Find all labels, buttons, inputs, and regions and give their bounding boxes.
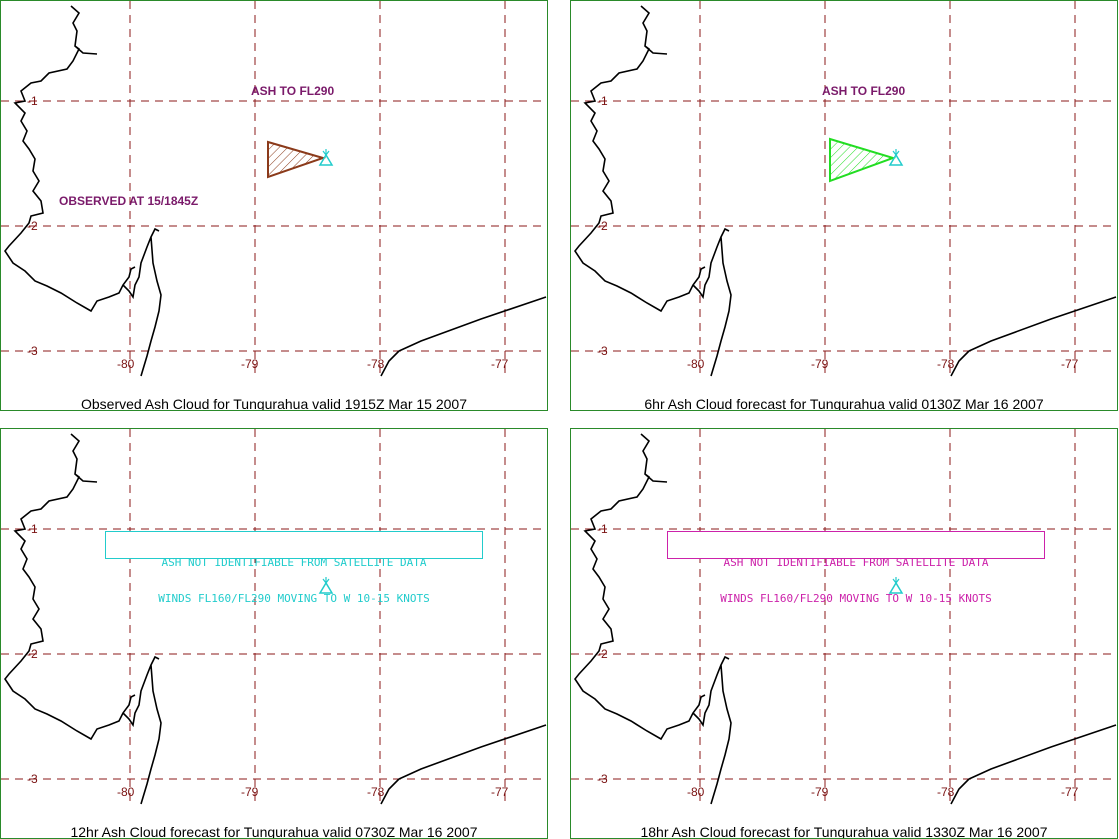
map-canvas xyxy=(571,1,1117,379)
longitude-tick-label: -78 xyxy=(937,785,955,799)
satellite-note-box: ASH NOT IDENTIFIABLE FROM SATELLITE DATA… xyxy=(667,531,1045,605)
panel-18hr-forecast: ASH NOT IDENTIFIABLE FROM SATELLITE DATA… xyxy=(570,428,1118,839)
longitude-tick-label: -80 xyxy=(687,785,705,799)
coastline xyxy=(950,296,1117,377)
ash-polygon xyxy=(829,137,897,183)
ash-polygon xyxy=(267,140,327,179)
note-line-2: WINDS FL160/FL290 MOVING TO W 10-15 KNOT… xyxy=(158,592,430,605)
longitude-tick-label: -77 xyxy=(491,785,509,799)
volcano-icon xyxy=(318,577,334,594)
coastline xyxy=(380,724,547,805)
coastline xyxy=(950,724,1117,805)
panel-caption: Observed Ash Cloud for Tungurahua valid … xyxy=(80,396,468,411)
satellite-note-box: ASH NOT IDENTIFIABLE FROM SATELLITE DATA… xyxy=(105,531,483,605)
map-canvas xyxy=(1,429,547,807)
latitude-tick-label: -3 xyxy=(597,772,608,786)
longitude-tick-label: -80 xyxy=(117,785,135,799)
map-canvas xyxy=(571,429,1117,807)
latitude-tick-label: -2 xyxy=(27,647,38,661)
latitude-tick-label: -2 xyxy=(597,647,608,661)
coastline xyxy=(4,5,162,377)
longitude-tick-label: -78 xyxy=(367,357,385,371)
latitude-tick-label: -1 xyxy=(597,94,608,108)
longitude-tick-label: -79 xyxy=(241,357,259,371)
latitude-tick-label: -1 xyxy=(27,94,38,108)
coastline xyxy=(4,433,162,805)
note-line-1: ASH NOT IDENTIFIABLE FROM SATELLITE DATA xyxy=(723,556,989,569)
note-line-1: ASH NOT IDENTIFIABLE FROM SATELLITE DATA xyxy=(161,556,427,569)
ash-level-label: ASH TO FL290 xyxy=(251,84,335,98)
longitude-tick-label: -78 xyxy=(367,785,385,799)
panel-caption: 12hr Ash Cloud forecast for Tungurahua v… xyxy=(70,824,478,839)
longitude-tick-label: -79 xyxy=(811,357,829,371)
latitude-tick-label: -2 xyxy=(597,219,608,233)
latitude-tick-label: -1 xyxy=(27,522,38,536)
longitude-tick-label: -78 xyxy=(937,357,955,371)
longitude-tick-label: -77 xyxy=(1061,785,1079,799)
note-line-2: WINDS FL160/FL290 MOVING TO W 10-15 KNOT… xyxy=(720,592,992,605)
latitude-tick-label: -3 xyxy=(27,344,38,358)
map-canvas xyxy=(1,1,547,379)
panel-caption: 6hr Ash Cloud forecast for Tungurahua va… xyxy=(644,396,1044,411)
coastline xyxy=(574,433,732,805)
latitude-tick-label: -1 xyxy=(597,522,608,536)
panel-6hr-forecast: ASH TO FL290 6hr Ash Cloud forecast for … xyxy=(570,0,1118,411)
ash-level-label: ASH TO FL290 xyxy=(822,84,906,98)
coastline xyxy=(380,296,547,377)
latitude-tick-label: -3 xyxy=(27,772,38,786)
longitude-tick-label: -77 xyxy=(491,357,509,371)
panel-observed: ASH TO FL290 OBSERVED AT 15/1845Z Observ… xyxy=(0,0,548,411)
longitude-tick-label: -79 xyxy=(811,785,829,799)
latitude-tick-label: -2 xyxy=(27,219,38,233)
longitude-tick-label: -77 xyxy=(1061,357,1079,371)
panel-12hr-forecast: ASH NOT IDENTIFIABLE FROM SATELLITE DATA… xyxy=(0,428,548,839)
coastline xyxy=(574,5,732,377)
volcano-icon xyxy=(888,149,904,166)
panel-caption: 18hr Ash Cloud forecast for Tungurahua v… xyxy=(640,824,1048,839)
longitude-tick-label: -80 xyxy=(117,357,135,371)
volcano-icon xyxy=(888,577,904,594)
observed-time-label: OBSERVED AT 15/1845Z xyxy=(59,194,199,208)
longitude-tick-label: -79 xyxy=(241,785,259,799)
latitude-tick-label: -3 xyxy=(597,344,608,358)
longitude-tick-label: -80 xyxy=(687,357,705,371)
volcano-icon xyxy=(318,149,334,166)
